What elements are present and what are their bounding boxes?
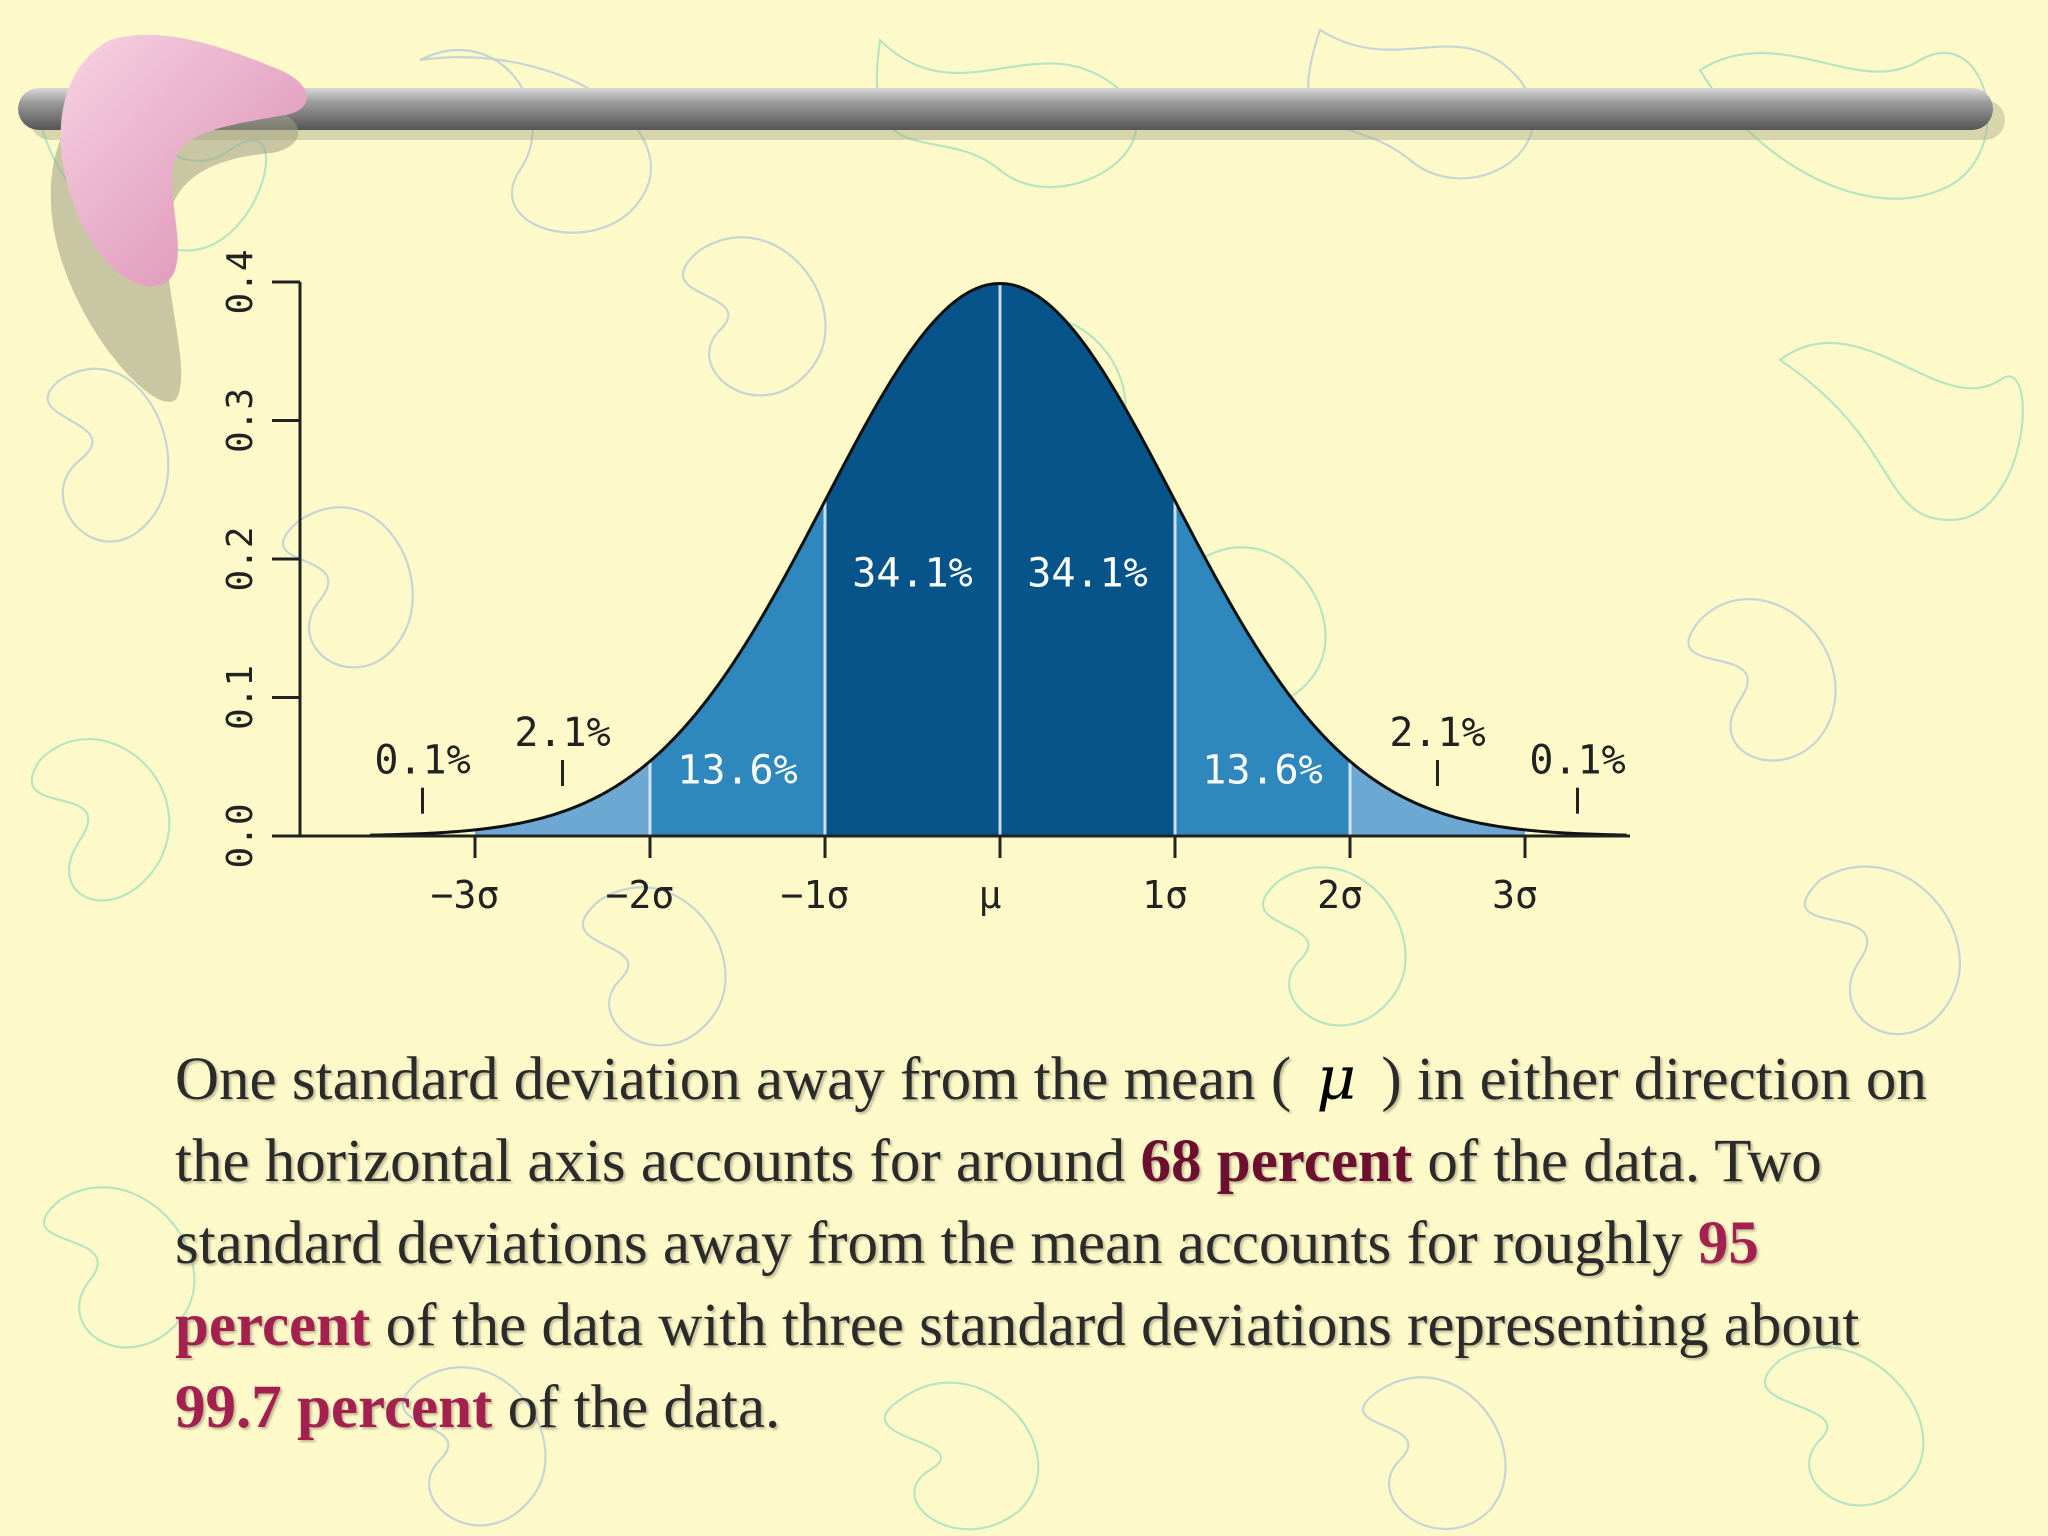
caption-text-2: ) in either direction on the horizontal … [175, 1046, 1927, 1195]
percent-label: 13.6% [677, 747, 797, 793]
highlight-95-percent: 95 percent [175, 1210, 1759, 1359]
caption-text-1: One standard deviation away from the mea… [175, 1046, 1292, 1113]
percent-label: 2.1% [514, 710, 610, 756]
normal-distribution-chart: 0.0 0.1 0.2 0.3 0.4 −3σ −2σ −1σ μ 1σ 2σ 3σ 0.1% 2.1… [220, 249, 1630, 917]
y-tick-label: 0.2 [220, 526, 261, 591]
boomerang-icon [50, 34, 307, 402]
percent-label: 34.1% [1027, 551, 1147, 597]
horizontal-rule-bar [18, 88, 2005, 140]
percent-label: 34.1% [852, 551, 972, 597]
x-tick-label: 1σ [1142, 873, 1188, 917]
highlight-68-percent: 68 percent [1140, 1128, 1413, 1195]
mu-symbol: μ [1316, 1043, 1357, 1114]
x-tick-label: μ [979, 873, 1002, 917]
x-tick-label: −1σ [781, 873, 850, 917]
title-bar-decoration [18, 34, 2005, 402]
caption-text-3: of the data. Two standard deviations awa… [175, 1128, 1822, 1277]
y-tick-label: 0.4 [220, 249, 261, 314]
explanation-caption: One standard deviation away from the mea… [175, 1038, 1935, 1449]
x-tick-label: −3σ [431, 873, 500, 917]
highlight-99-7-percent: 99.7 percent [175, 1374, 493, 1441]
caption-text-4: of the data with three standard deviatio… [385, 1292, 1860, 1359]
band-area-7 [1350, 761, 1525, 836]
x-tick-label: 3σ [1492, 873, 1538, 917]
x-tick-label: −2σ [606, 873, 675, 917]
distribution-curve [369, 281, 1627, 837]
percent-label: 0.1% [374, 738, 470, 784]
percent-label: 2.1% [1389, 710, 1485, 756]
x-tick-label: 2σ [1317, 873, 1363, 917]
percent-label: 13.6% [1202, 747, 1322, 793]
y-tick-label: 0.0 [220, 803, 261, 868]
percent-label: 0.1% [1529, 738, 1625, 784]
band-area-2 [475, 761, 650, 836]
y-tick-label: 0.3 [220, 388, 261, 453]
y-tick-label: 0.1 [220, 665, 261, 730]
caption-text-5: of the data. [507, 1374, 781, 1441]
